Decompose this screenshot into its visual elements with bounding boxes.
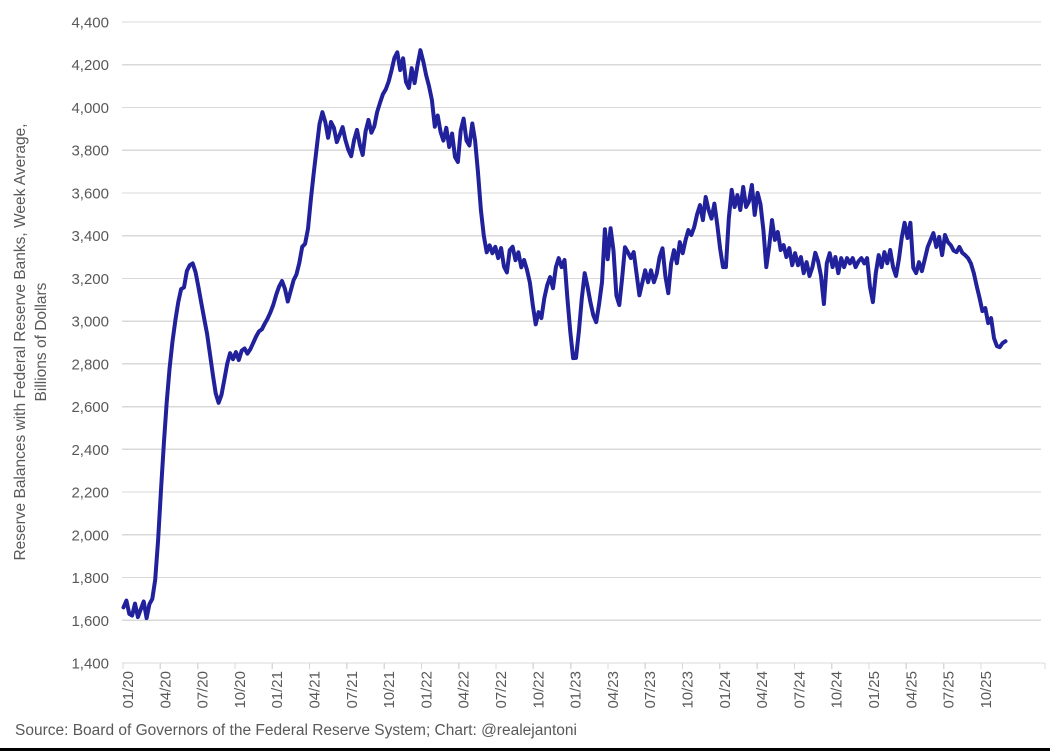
y-tick-label: 3,600 (71, 185, 109, 202)
x-tick-label: 07/21 (344, 671, 361, 709)
x-tick-label: 10/22 (530, 671, 547, 709)
x-tick-label: 01/24 (717, 671, 734, 709)
x-tick-label: 04/23 (605, 671, 622, 709)
y-tick-label: 3,800 (71, 143, 109, 160)
x-tick-label: 01/22 (418, 671, 435, 709)
y-tick-label: 3,200 (71, 271, 109, 288)
x-tick-label: 10/24 (829, 671, 846, 709)
y-tick-label: 4,200 (71, 57, 109, 74)
x-tick-label: 10/25 (978, 671, 995, 709)
y-tick-label: 3,400 (71, 228, 109, 245)
y-tick-label: 1,400 (71, 656, 109, 673)
y-tick-label: 4,400 (71, 15, 109, 32)
x-tick-label: 07/25 (941, 671, 958, 709)
y-tick-label: 2,600 (71, 399, 109, 416)
reserve-balances-line (121, 48, 1008, 621)
y-tick-label: 2,200 (71, 485, 109, 502)
source-note: Source: Board of Governors of the Federa… (15, 722, 577, 739)
y-tick-label: 3,000 (71, 314, 109, 331)
x-tick-label: 04/20 (157, 671, 174, 709)
x-tick-label: 04/21 (307, 671, 324, 709)
x-tick-label: 07/22 (493, 671, 510, 709)
bottom-border (0, 748, 1050, 751)
x-tick-label: 01/21 (269, 671, 286, 709)
y-tick-label: 2,800 (71, 356, 109, 373)
x-tick-label: 10/21 (381, 671, 398, 709)
x-tick-label: 01/25 (866, 671, 883, 709)
x-tick-label: 04/24 (754, 671, 771, 709)
y-tick-label: 2,400 (71, 442, 109, 459)
y-tick-label: 1,600 (71, 613, 109, 630)
x-tick-label: 07/20 (195, 671, 212, 709)
x-tick-label: 04/22 (456, 671, 473, 709)
x-tick-label: 01/23 (568, 671, 585, 709)
y-tick-label: 4,000 (71, 100, 109, 117)
x-tick-label: 10/23 (680, 671, 697, 709)
y-tick-label: 1,800 (71, 570, 109, 587)
x-tick-label: 04/25 (903, 671, 920, 709)
x-tick-label: 07/23 (642, 671, 659, 709)
x-tick-label: 07/24 (791, 671, 808, 709)
y-tick-label: 2,000 (71, 527, 109, 544)
x-tick-label: 01/20 (120, 671, 137, 709)
x-tick-label: 10/20 (232, 671, 249, 709)
